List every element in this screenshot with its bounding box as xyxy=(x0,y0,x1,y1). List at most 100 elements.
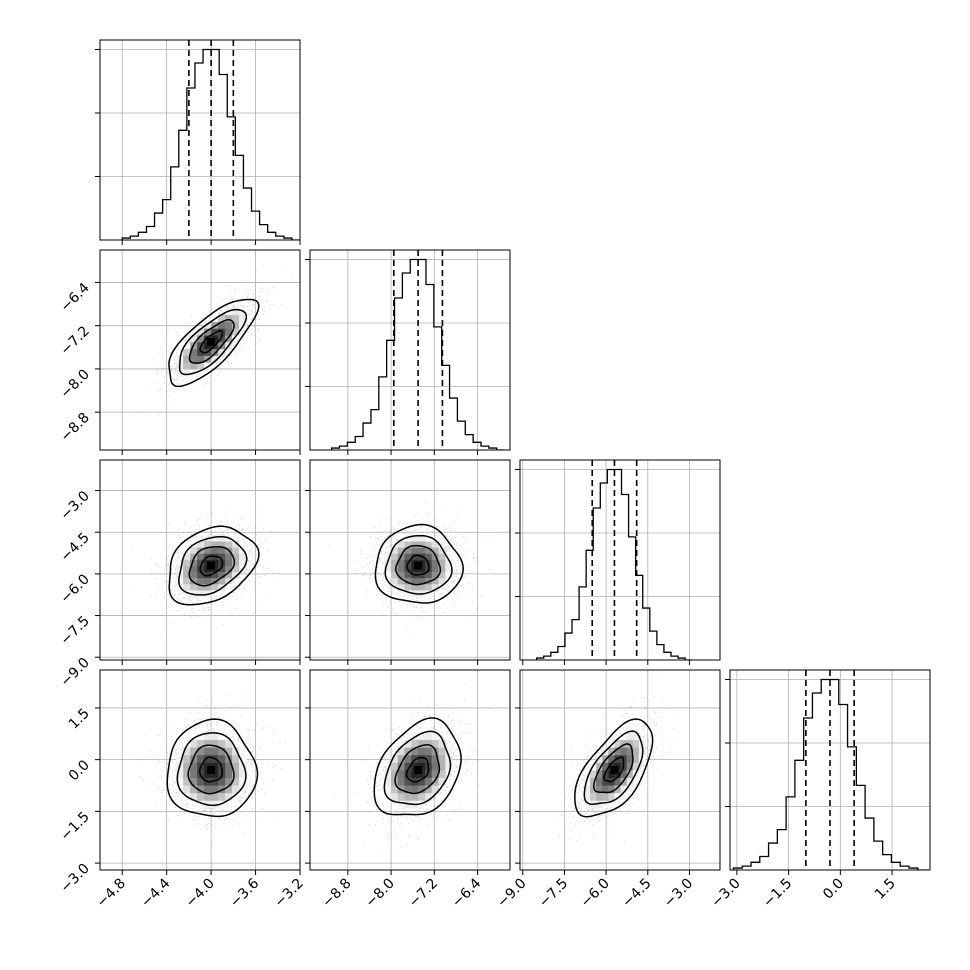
density-cell xyxy=(583,785,591,794)
density-cell xyxy=(211,732,219,741)
density-cell xyxy=(232,777,240,786)
density-cell xyxy=(620,739,628,748)
density-cell xyxy=(397,754,405,763)
density-cell xyxy=(390,547,399,554)
panel-frame xyxy=(99,249,301,451)
contour-line xyxy=(574,718,654,818)
density-cell xyxy=(445,565,453,573)
density-cell xyxy=(583,777,591,786)
density-cell xyxy=(183,754,191,763)
density-cell xyxy=(397,559,405,566)
density-cell xyxy=(620,732,628,741)
density-cell xyxy=(218,547,226,554)
density-cell xyxy=(431,571,439,579)
density-cell xyxy=(239,314,247,322)
density-cell xyxy=(211,541,219,548)
density-cell xyxy=(404,754,412,763)
density-cell xyxy=(197,792,205,801)
density-cell xyxy=(397,792,405,801)
density-cell xyxy=(596,762,603,771)
density-cell xyxy=(438,747,446,756)
density-cell xyxy=(183,369,191,377)
density-cell xyxy=(225,770,233,778)
density-cell xyxy=(431,547,439,554)
density-cell xyxy=(632,747,640,756)
density-cell xyxy=(438,739,446,748)
density-cell xyxy=(183,770,191,778)
density-cell xyxy=(596,785,603,794)
density-cell xyxy=(183,747,191,756)
density-cell xyxy=(190,547,198,554)
density-cell xyxy=(190,739,198,748)
density-cell xyxy=(204,747,212,756)
density-cell xyxy=(431,541,439,548)
density-cell xyxy=(431,754,439,763)
density-cell xyxy=(176,565,184,573)
density-cell xyxy=(596,770,603,778)
density-cell xyxy=(232,307,240,316)
histogram-panel-2 xyxy=(515,459,721,665)
density-cell xyxy=(390,792,399,801)
density-cell xyxy=(404,792,412,801)
density-cell xyxy=(232,559,240,566)
contour-line xyxy=(374,523,464,604)
density-cell xyxy=(424,739,433,748)
density-cell xyxy=(590,777,597,786)
density-cell xyxy=(608,754,615,763)
density-cell xyxy=(225,792,233,801)
density-cell xyxy=(390,770,399,778)
density-cell xyxy=(211,785,219,794)
density-cell xyxy=(232,785,240,794)
contour-line xyxy=(168,525,260,606)
density-cell xyxy=(197,800,205,809)
scatter-panel-2-1 xyxy=(305,459,511,665)
density-cell xyxy=(190,577,198,585)
panel-content xyxy=(100,670,300,870)
density-cell xyxy=(183,785,191,794)
density-cell xyxy=(218,314,226,322)
density-cell xyxy=(424,777,433,786)
density-cell xyxy=(424,541,433,548)
density-cell xyxy=(418,577,426,585)
density-cell xyxy=(404,747,412,756)
density-cell xyxy=(614,739,621,748)
density-cell xyxy=(614,747,621,756)
density-cell xyxy=(225,559,233,566)
density-cell xyxy=(424,583,433,591)
density-cell xyxy=(438,547,446,554)
density-cell xyxy=(204,739,212,748)
panel-content xyxy=(100,460,300,660)
density-cell xyxy=(197,739,205,748)
density-cell xyxy=(197,362,205,370)
density-cell xyxy=(632,732,640,741)
density-cell xyxy=(418,547,426,554)
density-cell xyxy=(431,739,439,748)
density-cell xyxy=(590,770,597,778)
density-cell xyxy=(404,553,412,560)
density-cell xyxy=(626,747,634,756)
density-cell xyxy=(211,577,219,585)
density-cell xyxy=(614,777,621,786)
contour-line xyxy=(178,535,248,596)
density-cell xyxy=(431,762,439,771)
density-cell xyxy=(218,571,226,579)
density-cell xyxy=(239,321,247,329)
density-cell xyxy=(225,553,233,560)
contour-line xyxy=(198,756,223,783)
density-cell xyxy=(218,754,226,763)
density-cell xyxy=(232,335,240,343)
histogram-panel-1 xyxy=(305,249,511,455)
density-peak xyxy=(207,766,216,774)
density-cell xyxy=(620,747,628,756)
density-cell xyxy=(424,553,433,560)
contour-line xyxy=(395,544,442,586)
contour-line xyxy=(166,718,259,818)
density-cell xyxy=(176,770,184,778)
panel-content xyxy=(310,670,510,870)
density-cell xyxy=(218,335,226,343)
panel-content xyxy=(100,40,300,240)
density-cell xyxy=(197,777,205,786)
density-cell xyxy=(404,577,412,585)
panel-content xyxy=(310,250,510,450)
